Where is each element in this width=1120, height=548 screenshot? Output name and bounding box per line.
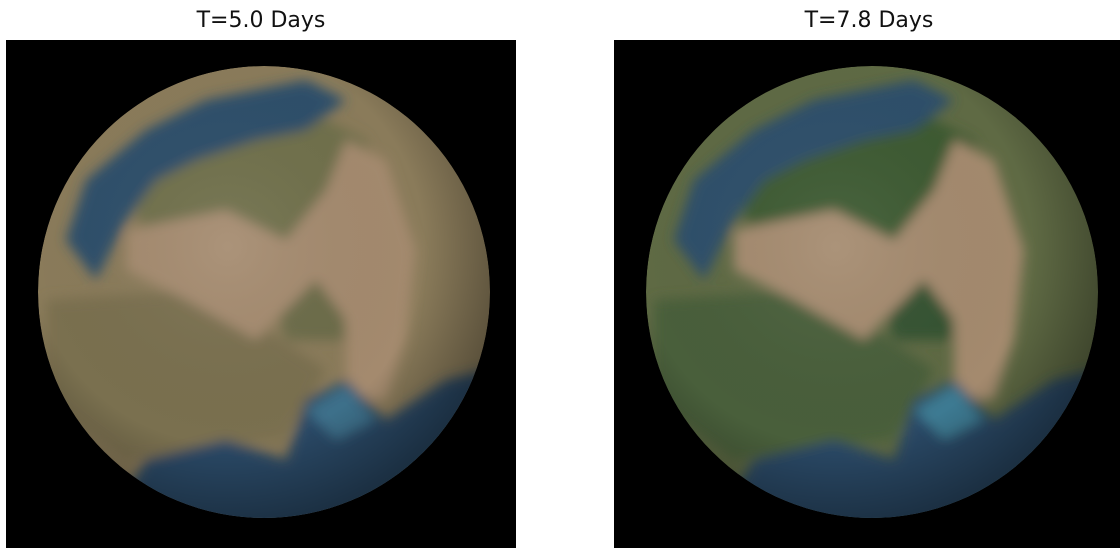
planet-image-left xyxy=(6,40,516,548)
planet-render-left xyxy=(38,66,490,518)
planet-image-right xyxy=(614,40,1120,548)
panel-title-left: T=5.0 Days xyxy=(196,8,326,33)
planet-shading xyxy=(646,66,1098,518)
planet-shading xyxy=(38,66,490,518)
planet-render-right xyxy=(646,66,1098,518)
panel-title-right: T=7.8 Days xyxy=(804,8,934,33)
